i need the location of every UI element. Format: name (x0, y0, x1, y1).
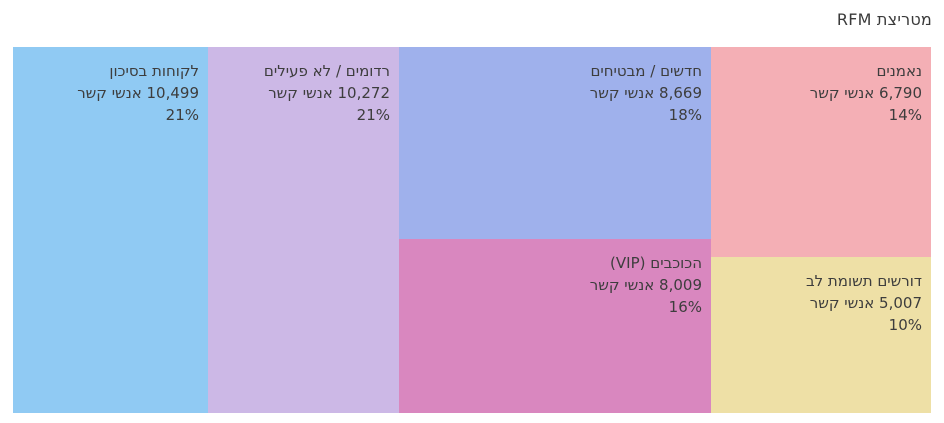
segment-percent: 21% (356, 106, 390, 124)
segment-count: 10,272 אנשי קשר (268, 84, 390, 102)
segment-count: 8,009 אנשי קשר (589, 276, 702, 294)
segment-percent: 21% (165, 106, 199, 124)
treemap-cell-dormant-inactive[interactable]: רדומים / לא פעילים 10,272 אנשי קשר 21% (208, 47, 399, 413)
segment-percent: 16% (668, 298, 702, 316)
segment-count: 5,007 אנשי קשר (809, 294, 922, 312)
treemap-cell-loyal[interactable]: נאמנים 6,790 אנשי קשר 14% (711, 47, 931, 257)
chart-title: מטריצת RFM (836, 10, 932, 29)
treemap-cell-new-promising[interactable]: חדשים / מבטיחים 8,669 אנשי קשר 18% (399, 47, 711, 239)
segment-name: חדשים / מבטיחים (590, 62, 702, 80)
segment-name: נאמנים (876, 62, 922, 80)
segment-count: 6,790 אנשי קשר (809, 84, 922, 102)
treemap-cell-stars-vip[interactable]: הכוכבים (VIP) 8,009 אנשי קשר 16% (399, 239, 711, 413)
segment-name: הכוכבים (VIP) (610, 254, 702, 272)
treemap: לקוחות בסיכון 10,499 אנשי קשר 21% רדומים… (13, 47, 931, 413)
segment-name: דורשים תשומת לב (805, 272, 922, 290)
segment-count: 10,499 אנשי קשר (77, 84, 199, 102)
segment-count: 8,669 אנשי קשר (589, 84, 702, 102)
treemap-cell-needs-attention[interactable]: דורשים תשומת לב 5,007 אנשי קשר 10% (711, 257, 931, 413)
segment-name: רדומים / לא פעילים (263, 62, 390, 80)
segment-name: לקוחות בסיכון (109, 62, 199, 80)
segment-percent: 14% (888, 106, 922, 124)
segment-percent: 18% (668, 106, 702, 124)
segment-percent: 10% (888, 316, 922, 334)
treemap-cell-at-risk[interactable]: לקוחות בסיכון 10,499 אנשי קשר 21% (13, 47, 208, 413)
